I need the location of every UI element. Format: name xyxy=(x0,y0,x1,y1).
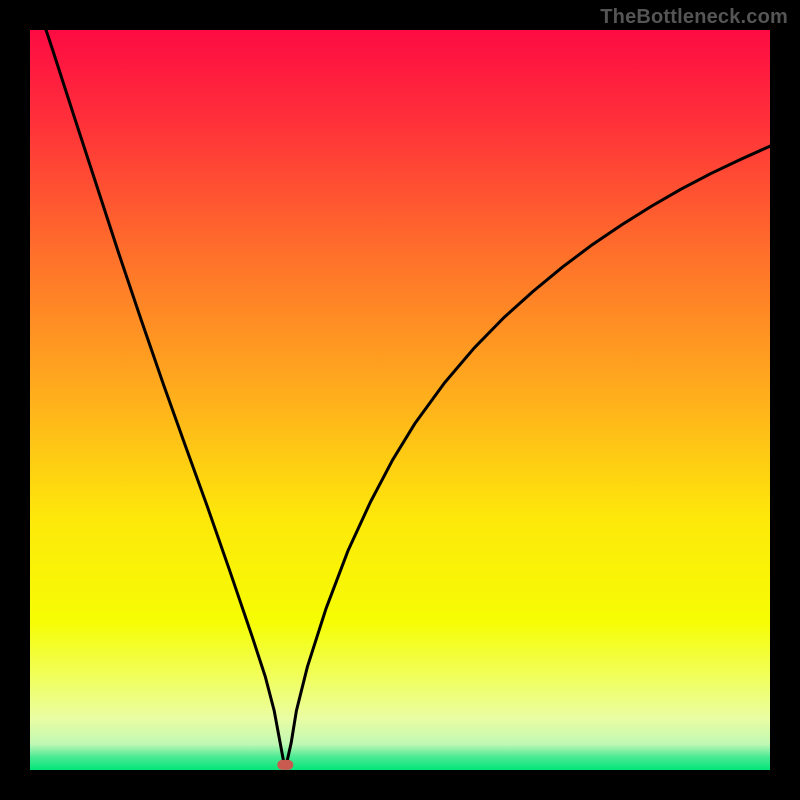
chart-root: TheBottleneck.com xyxy=(0,0,800,800)
bottleneck-curve xyxy=(30,30,770,763)
curve-overlay xyxy=(30,30,770,770)
watermark-text: TheBottleneck.com xyxy=(600,6,788,29)
optimum-marker xyxy=(277,760,293,770)
plot-area xyxy=(30,30,770,770)
